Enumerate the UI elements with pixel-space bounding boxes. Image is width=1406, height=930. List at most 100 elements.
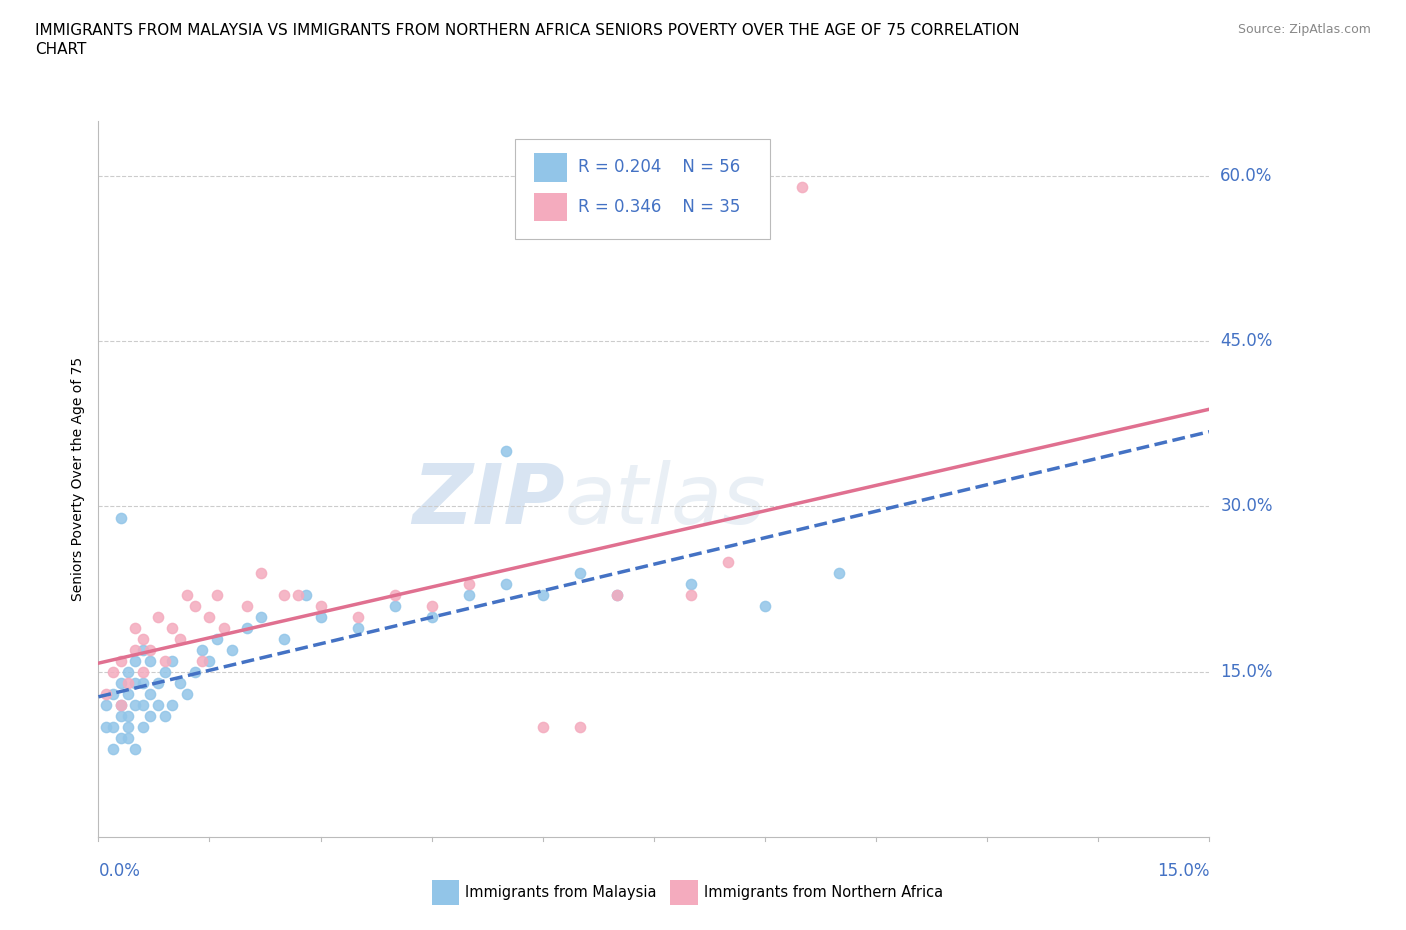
Point — [420, 598, 443, 613]
Point — [828, 565, 851, 580]
Point — [110, 709, 132, 724]
Point — [139, 653, 162, 668]
Point — [169, 631, 191, 646]
Text: atlas: atlas — [565, 460, 766, 541]
Point — [531, 720, 554, 735]
Text: Immigrants from Northern Africa: Immigrants from Northern Africa — [704, 884, 943, 899]
Point — [117, 720, 139, 735]
Point — [132, 698, 155, 712]
Point — [162, 653, 184, 668]
Point — [110, 653, 132, 668]
Point — [132, 643, 155, 658]
Text: Immigrants from Malaysia: Immigrants from Malaysia — [465, 884, 657, 899]
Point — [153, 653, 176, 668]
Text: IMMIGRANTS FROM MALAYSIA VS IMMIGRANTS FROM NORTHERN AFRICA SENIORS POVERTY OVER: IMMIGRANTS FROM MALAYSIA VS IMMIGRANTS F… — [35, 23, 1019, 38]
Text: ZIP: ZIP — [412, 460, 565, 541]
Point — [103, 720, 125, 735]
Point — [250, 609, 273, 624]
Point — [162, 698, 184, 712]
Point — [679, 587, 702, 602]
Text: 0.0%: 0.0% — [98, 862, 141, 880]
Point — [110, 730, 132, 745]
Point — [346, 620, 368, 635]
Point — [146, 675, 169, 690]
Point — [162, 620, 184, 635]
Point — [103, 686, 125, 701]
Point — [183, 664, 205, 679]
Point — [205, 631, 228, 646]
Point — [94, 686, 117, 701]
Point — [606, 587, 628, 602]
Point — [346, 609, 368, 624]
Point — [132, 664, 155, 679]
Point — [717, 554, 740, 569]
FancyBboxPatch shape — [432, 880, 460, 905]
Text: 45.0%: 45.0% — [1220, 332, 1272, 351]
Point — [198, 609, 221, 624]
Point — [110, 698, 132, 712]
Point — [214, 620, 236, 635]
Point — [132, 720, 155, 735]
Point — [124, 643, 146, 658]
Point — [235, 598, 257, 613]
Point — [754, 598, 776, 613]
Point — [273, 631, 295, 646]
Point — [183, 598, 205, 613]
Point — [191, 643, 214, 658]
Point — [103, 741, 125, 756]
Point — [384, 598, 406, 613]
Point — [117, 664, 139, 679]
Text: 30.0%: 30.0% — [1220, 498, 1272, 515]
Point — [568, 565, 591, 580]
Point — [94, 698, 117, 712]
Point — [531, 587, 554, 602]
Point — [309, 598, 332, 613]
Point — [139, 643, 162, 658]
Point — [153, 709, 176, 724]
Point — [198, 653, 221, 668]
Point — [495, 444, 517, 458]
Text: Source: ZipAtlas.com: Source: ZipAtlas.com — [1237, 23, 1371, 36]
Point — [309, 609, 332, 624]
Point — [117, 686, 139, 701]
Point — [124, 620, 146, 635]
Point — [132, 631, 155, 646]
Point — [191, 653, 214, 668]
Point — [457, 577, 479, 591]
Point — [132, 675, 155, 690]
Point — [117, 730, 139, 745]
Point — [606, 587, 628, 602]
Point — [679, 577, 702, 591]
Point — [384, 587, 406, 602]
Text: 15.0%: 15.0% — [1220, 663, 1272, 681]
Point — [110, 675, 132, 690]
FancyBboxPatch shape — [671, 880, 699, 905]
Point — [94, 720, 117, 735]
Text: R = 0.204    N = 56: R = 0.204 N = 56 — [578, 158, 741, 177]
Point — [205, 587, 228, 602]
Point — [146, 609, 169, 624]
Point — [273, 587, 295, 602]
Point — [124, 675, 146, 690]
Text: R = 0.346    N = 35: R = 0.346 N = 35 — [578, 198, 741, 216]
Text: 15.0%: 15.0% — [1157, 862, 1209, 880]
Point — [294, 587, 316, 602]
Point — [117, 709, 139, 724]
Point — [176, 587, 198, 602]
Point — [169, 675, 191, 690]
Point — [110, 698, 132, 712]
Point — [568, 720, 591, 735]
FancyBboxPatch shape — [534, 153, 567, 181]
Point — [176, 686, 198, 701]
Point — [250, 565, 273, 580]
Point — [124, 698, 146, 712]
Point — [110, 510, 132, 525]
Point — [103, 664, 125, 679]
Point — [117, 675, 139, 690]
Point — [235, 620, 257, 635]
Point — [420, 609, 443, 624]
Point — [287, 587, 309, 602]
Point — [457, 587, 479, 602]
Point — [124, 653, 146, 668]
Y-axis label: Seniors Poverty Over the Age of 75: Seniors Poverty Over the Age of 75 — [70, 357, 84, 601]
